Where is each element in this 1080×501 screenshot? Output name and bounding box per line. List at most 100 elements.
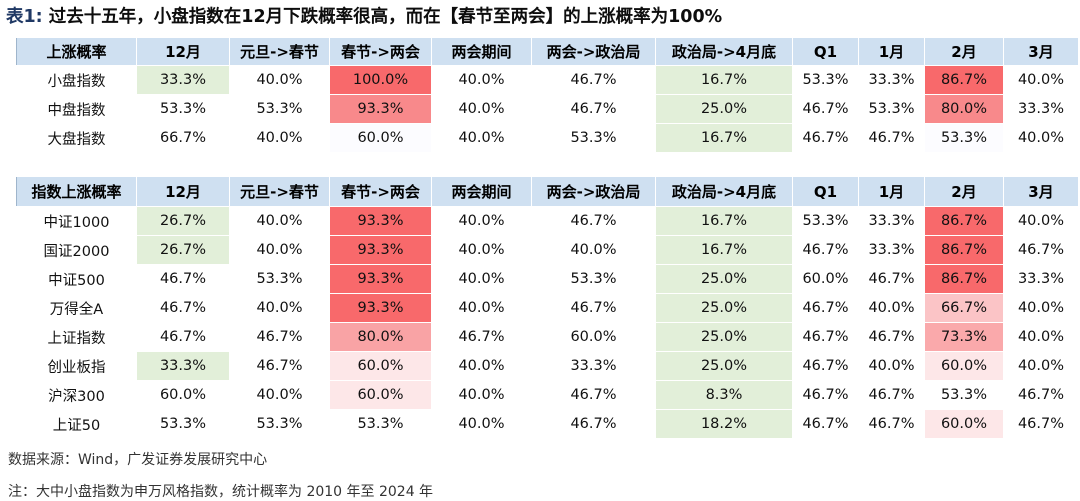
probability-cell: 46.7% — [792, 94, 859, 124]
table-row: 小盘指数 33.3% 40.0% 100.0% 40.0% 46.7% 16.7% 53.3%… — [16, 65, 1079, 95]
probability-cell: 46.7% — [792, 123, 859, 153]
probability-cell: 46.7% — [858, 380, 925, 410]
probability-cell: 26.7% — [136, 206, 230, 236]
probability-cell: 40.0% — [1003, 123, 1079, 153]
probability-cell: 40.0% — [229, 206, 330, 236]
probability-cell: 33.3% — [1003, 264, 1079, 294]
probability-cell: 40.0% — [229, 293, 330, 323]
probability-cell: 46.7% — [136, 293, 230, 323]
probability-cell: 46.7% — [792, 351, 859, 381]
probability-cell: 53.3% — [531, 264, 656, 294]
probability-cell: 33.3% — [858, 206, 925, 236]
probability-cell: 33.3% — [858, 235, 925, 265]
probability-cell: 46.7% — [531, 65, 656, 95]
probability-cell: 93.3% — [329, 293, 432, 323]
probability-cell: 100.0% — [329, 65, 432, 95]
probability-cell: 40.0% — [229, 123, 330, 153]
probability-cell: 40.0% — [1003, 65, 1079, 95]
table-title-text: 过去十五年，小盘指数在12月下跌概率很高，而在【春节至两会】的上涨概率为100% — [48, 7, 723, 27]
probability-cell: 46.7% — [858, 123, 925, 153]
row-label: 中证1000 — [16, 206, 137, 236]
column-header: 两会->政治局 — [531, 37, 656, 66]
probability-cell: 93.3% — [329, 235, 432, 265]
table-row: 中证1000 26.7% 40.0% 93.3% 40.0% 46.7% 16.7% 53.3… — [16, 206, 1079, 236]
probability-cell: 46.7% — [531, 206, 656, 236]
probability-cell: 53.3% — [924, 123, 1004, 153]
probability-cell: 53.3% — [792, 206, 859, 236]
probability-cell: 80.0% — [924, 94, 1004, 124]
row-label: 上证50 — [16, 409, 137, 439]
probability-cell: 73.3% — [924, 322, 1004, 352]
probability-cell: 60.0% — [329, 123, 432, 153]
header-cell-row-label: 上涨概率 — [16, 37, 137, 66]
probability-cell: 53.3% — [229, 409, 330, 439]
probability-cell: 46.7% — [858, 409, 925, 439]
probability-cell: 46.7% — [136, 264, 230, 294]
probability-cell: 46.7% — [792, 235, 859, 265]
probability-cell: 53.3% — [229, 94, 330, 124]
data-source-note: 数据来源：Wind，广发证券发展研究中心 — [8, 452, 268, 468]
probability-cell: 40.0% — [431, 206, 532, 236]
probability-cell: 25.0% — [655, 322, 793, 352]
probability-cell: 46.7% — [531, 380, 656, 410]
probability-cell: 80.0% — [329, 322, 432, 352]
probability-cell: 46.7% — [431, 322, 532, 352]
probability-cell: 25.0% — [655, 351, 793, 381]
column-header: 两会期间 — [431, 37, 532, 66]
probability-cell: 40.0% — [1003, 351, 1079, 381]
row-label: 小盘指数 — [16, 65, 137, 95]
probability-cell: 46.7% — [1003, 235, 1079, 265]
probability-cell: 16.7% — [655, 235, 793, 265]
column-header: Q1 — [792, 37, 859, 66]
table-row: 上证50 53.3% 53.3% 53.3% 40.0% 46.7% 18.2% 46.7% 4… — [16, 409, 1079, 439]
probability-cell: 53.3% — [136, 409, 230, 439]
probability-cell: 53.3% — [136, 94, 230, 124]
column-header: 12月 — [136, 176, 230, 207]
column-header: 1月 — [858, 176, 925, 207]
probability-cell: 40.0% — [431, 264, 532, 294]
column-header: 2月 — [924, 176, 1004, 207]
probability-cell: 40.0% — [431, 123, 532, 153]
row-label: 国证2000 — [16, 235, 137, 265]
probability-cell: 33.3% — [858, 65, 925, 95]
probability-cell: 40.0% — [858, 351, 925, 381]
probability-cell: 46.7% — [229, 351, 330, 381]
column-header: 元旦->春节 — [229, 176, 330, 207]
probability-cell: 46.7% — [531, 94, 656, 124]
column-header: 两会期间 — [431, 176, 532, 207]
probability-cell: 33.3% — [136, 65, 230, 95]
table-row: 国证2000 26.7% 40.0% 93.3% 40.0% 40.0% 16.7% 46.7… — [16, 235, 1079, 265]
probability-cell: 25.0% — [655, 94, 793, 124]
probability-cell: 46.7% — [858, 264, 925, 294]
column-header: 2月 — [924, 37, 1004, 66]
table-number-label: 表1: — [6, 7, 43, 27]
row-label: 中盘指数 — [16, 94, 137, 124]
column-header: 3月 — [1003, 176, 1079, 207]
probability-cell: 33.3% — [531, 351, 656, 381]
table-row: 上证指数 46.7% 46.7% 80.0% 46.7% 60.0% 25.0% 46.7% 4… — [16, 322, 1079, 352]
probability-cell: 86.7% — [924, 235, 1004, 265]
probability-cell: 66.7% — [136, 123, 230, 153]
probability-cell: 66.7% — [924, 293, 1004, 323]
probability-cell: 40.0% — [431, 94, 532, 124]
probability-cell: 46.7% — [531, 409, 656, 439]
probability-cell: 40.0% — [229, 65, 330, 95]
probability-cell: 60.0% — [924, 409, 1004, 439]
probability-cell: 40.0% — [431, 409, 532, 439]
table-row: 中盘指数 53.3% 53.3% 93.3% 40.0% 46.7% 25.0% 46.7% 5… — [16, 94, 1079, 124]
probability-cell: 60.0% — [531, 322, 656, 352]
probability-cell: 16.7% — [655, 65, 793, 95]
probability-cell: 40.0% — [1003, 206, 1079, 236]
probability-cell: 40.0% — [431, 293, 532, 323]
row-label: 创业板指 — [16, 351, 137, 381]
row-label: 沪深300 — [16, 380, 137, 410]
probability-cell: 86.7% — [924, 65, 1004, 95]
probability-cell: 60.0% — [924, 351, 1004, 381]
probability-cell: 33.3% — [136, 351, 230, 381]
probability-cell: 53.3% — [229, 264, 330, 294]
probability-cell: 16.7% — [655, 206, 793, 236]
row-label: 大盘指数 — [16, 123, 137, 153]
probability-cell: 93.3% — [329, 94, 432, 124]
table-header-row: 上涨概率 12月 元旦->春节 春节->两会 两会期间 两会->政治局 政治局->4月底 Q1… — [16, 37, 1079, 66]
probability-cell: 53.3% — [858, 94, 925, 124]
